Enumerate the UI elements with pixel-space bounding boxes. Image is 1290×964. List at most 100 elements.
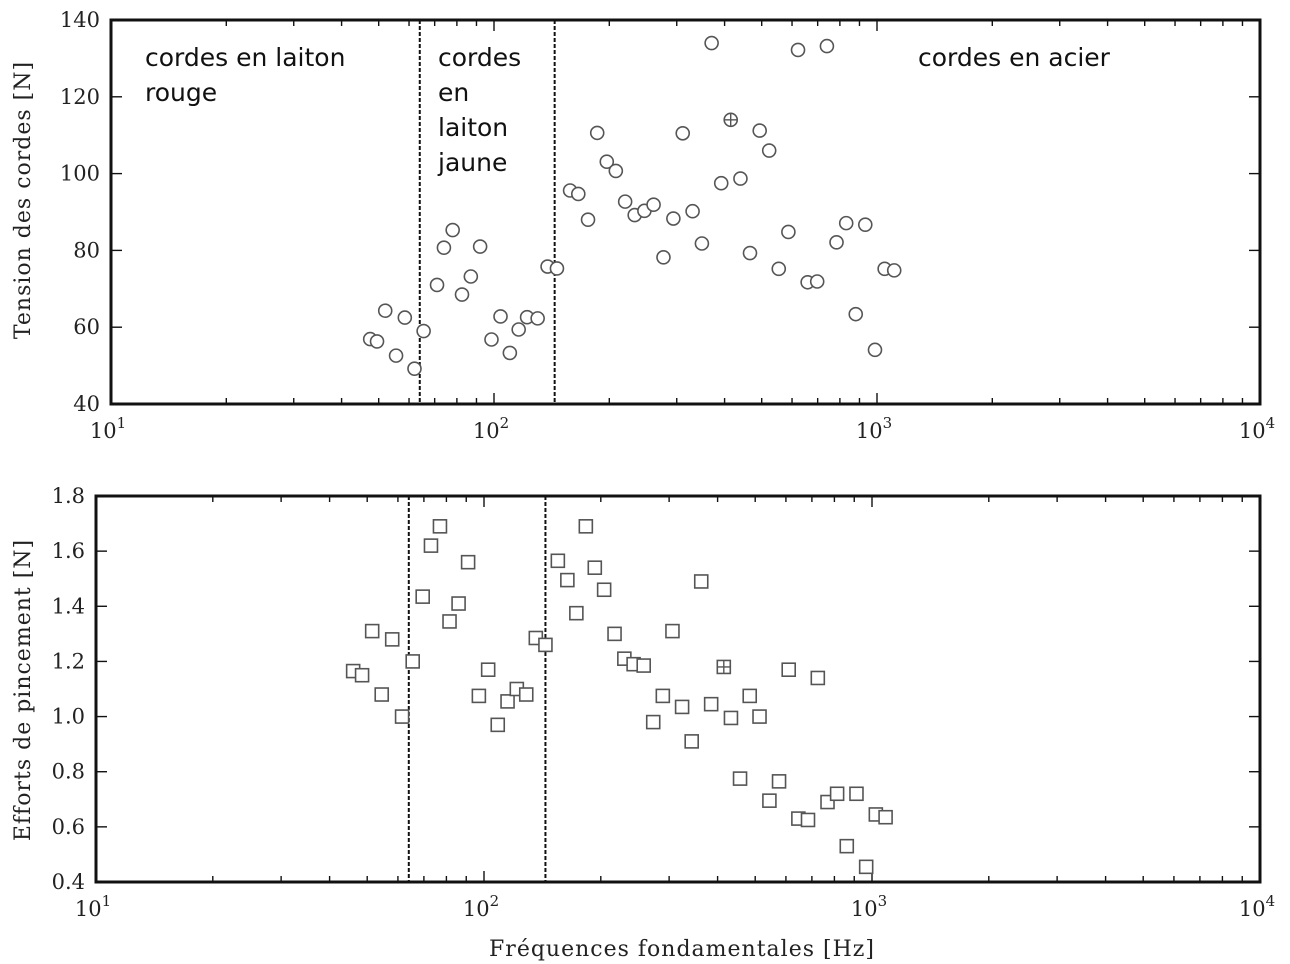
x-tick-label: 103 [851,892,887,921]
data-point [388,348,404,363]
data-point [429,277,445,293]
data-point [809,274,825,289]
data-point [580,212,596,227]
data-point [752,123,767,138]
data-point [530,311,545,326]
data-point [655,688,671,704]
y-tick-label: 0.4 [52,870,85,894]
data-point [587,560,603,575]
data-point [878,809,893,825]
x-tick-label: 102 [463,892,499,921]
data-point [771,261,787,277]
data-point [752,709,767,724]
data-point [675,125,691,141]
data-point [771,774,787,789]
data-point [732,771,748,786]
data-point [810,670,826,686]
data-point [790,42,806,58]
y-tick-label: 80 [73,238,100,262]
x-tick-label: 101 [90,414,126,443]
data-point [596,582,612,598]
data-point [578,519,594,534]
data-point [377,303,393,318]
data-point [762,793,777,808]
data-point [407,361,422,376]
data-point [646,197,661,213]
data-point [454,287,470,302]
data-point [713,175,729,191]
y-tick-label: 1.4 [52,594,85,618]
data-point [617,194,633,209]
tension-panel: 101 102 103 104 40 60 80 100 120 140 Tension des c… [11,8,1275,443]
data-point [463,269,479,284]
data-point [781,662,797,678]
data-point [742,245,758,261]
data-point [685,203,700,219]
data-point [656,250,671,265]
data-point [471,688,487,704]
x-tick-label: 104 [1239,414,1275,443]
y-tick-label: 1.6 [52,539,85,563]
data-point [571,186,586,202]
data-point [500,694,515,709]
data-point [369,334,385,349]
data-point [538,637,553,653]
data-point [415,589,430,604]
region-label: cordes en laiton jaune [437,43,521,177]
data-point [397,310,413,325]
data-point [665,623,680,639]
data-point [354,667,370,683]
y-tick-label: 1.2 [52,649,85,673]
data-point [819,38,835,54]
data-point [867,342,883,358]
data-point [839,838,855,854]
data-point [445,222,460,238]
data-point [436,240,452,256]
data-point [472,239,488,254]
data-point [490,717,506,733]
data-point [560,572,575,588]
data-point [432,519,448,534]
data-point [684,734,699,749]
plot-frame [109,18,1262,406]
data-point [480,662,496,678]
data-point [511,322,526,337]
y-axis-label: Efforts de pincement [N] [11,539,36,841]
data-point [857,217,873,232]
data-point [460,554,476,570]
data-point [549,261,565,276]
data-point [394,709,410,724]
data-point [693,574,709,589]
data-point [674,699,690,715]
y-tick-label: 1.0 [52,705,85,729]
data-point [550,553,566,569]
data-point [608,163,624,179]
y-tick-label: 140 [60,8,100,32]
data-point [829,235,844,250]
data-point [502,345,518,361]
x-tick-label: 102 [473,414,509,443]
region-label: cordes en acier [918,43,1111,72]
data-point [858,859,874,875]
data-point [442,614,457,629]
y-tick-label: 120 [60,85,100,109]
data-point [800,812,816,828]
data-point [703,696,719,712]
pincement-panel: 101 102 103 104 0.4 0.6 0.8 1.0 1.2 1.4 1.6 1.8 Effo… [11,484,1275,921]
region-label: cordes en laiton rouge [145,43,345,107]
data-point [733,171,748,186]
data-point [493,309,508,324]
data-point [599,154,615,169]
data-point [589,125,605,141]
data-point [723,710,739,726]
data-point [569,605,584,621]
data-point [848,306,864,322]
data-point [636,658,652,673]
x-axis-label: Fréquences fondamentales [Hz] [489,937,875,962]
data-point [518,687,534,702]
data-point [364,623,380,639]
data-point [704,35,719,51]
data-point [484,332,499,347]
x-tick-label: 101 [75,892,111,921]
data-point [384,632,400,647]
